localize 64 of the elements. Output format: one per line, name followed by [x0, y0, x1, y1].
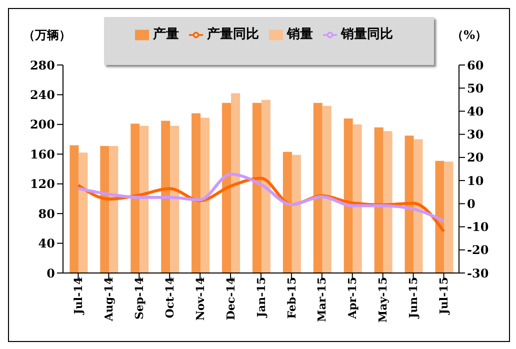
x-tick-label: Jul-15: [438, 277, 451, 316]
x-tick-label: Nov-14: [194, 276, 207, 321]
x-tick-label: Dec-14: [224, 276, 238, 320]
bar: [78, 152, 88, 273]
x-tick-label: Feb-15: [285, 277, 298, 319]
bar: [313, 102, 322, 273]
x-tick-label: Jul-14: [72, 276, 86, 316]
bar: [170, 126, 180, 273]
legend-label: 产量: [153, 27, 179, 42]
x-tick-label: Jan-15: [254, 277, 268, 318]
x-tick-label: May-15: [376, 277, 390, 323]
bar: [292, 154, 301, 273]
x-tick-label: Jun-15: [407, 277, 420, 320]
y2-tick-label: 0: [467, 196, 476, 211]
bar: [261, 100, 270, 273]
y-tick-label: 240: [30, 88, 55, 102]
y-tick-label: 280: [30, 58, 55, 72]
y2-tick-label: -10: [467, 220, 489, 234]
bar: [192, 113, 201, 273]
bar: [414, 139, 423, 273]
y2-tick-label: 60: [467, 58, 484, 72]
y-tick-label: 160: [30, 147, 55, 162]
bar: [352, 124, 362, 273]
bar: [161, 120, 170, 273]
y2-tick-label: 30: [467, 128, 484, 142]
x-tick-label: Oct-14: [163, 276, 176, 318]
bar: [70, 145, 79, 273]
bar: [322, 106, 332, 273]
y-tick-label: 40: [38, 236, 55, 251]
x-tick-label: Apr-15: [346, 277, 360, 320]
bar: [252, 102, 262, 273]
bar: [140, 126, 149, 273]
y2-tick-label: 10: [467, 174, 484, 188]
bar: [100, 146, 110, 273]
y2-tick-label: -20: [467, 243, 489, 258]
y-tick-label: 200: [30, 118, 55, 132]
bar: [200, 118, 210, 273]
bar: [444, 162, 454, 273]
legend-label: 产量同比: [207, 27, 259, 42]
x-tick-label: Sep-14: [132, 276, 146, 320]
bar: [374, 127, 384, 273]
bar: [130, 124, 140, 273]
y-axis-title: （万辆）: [23, 27, 71, 44]
y2-tick-label: -30: [467, 266, 489, 280]
y2-tick-label: 50: [467, 81, 484, 96]
line-series: [76, 172, 446, 222]
bar: [383, 131, 392, 273]
legend-label: 销量: [287, 27, 313, 42]
bar: [282, 152, 292, 273]
bar: [109, 146, 118, 273]
y2-axis-title: （%）: [452, 27, 487, 44]
bar: [404, 136, 414, 273]
bar: [231, 93, 240, 273]
bar: [344, 118, 353, 273]
y-tick-label: 80: [38, 206, 55, 221]
y2-tick-label: 20: [467, 150, 484, 165]
y2-tick-label: 40: [467, 104, 484, 118]
x-tick-label: Aug-14: [102, 276, 116, 322]
y-tick-label: 120: [30, 177, 55, 192]
legend-label: 销量同比: [341, 27, 393, 42]
bar: [435, 160, 444, 273]
x-tick-label: Mar-15: [316, 277, 329, 322]
y-tick-label: 0: [46, 266, 55, 280]
bar: [222, 102, 232, 273]
